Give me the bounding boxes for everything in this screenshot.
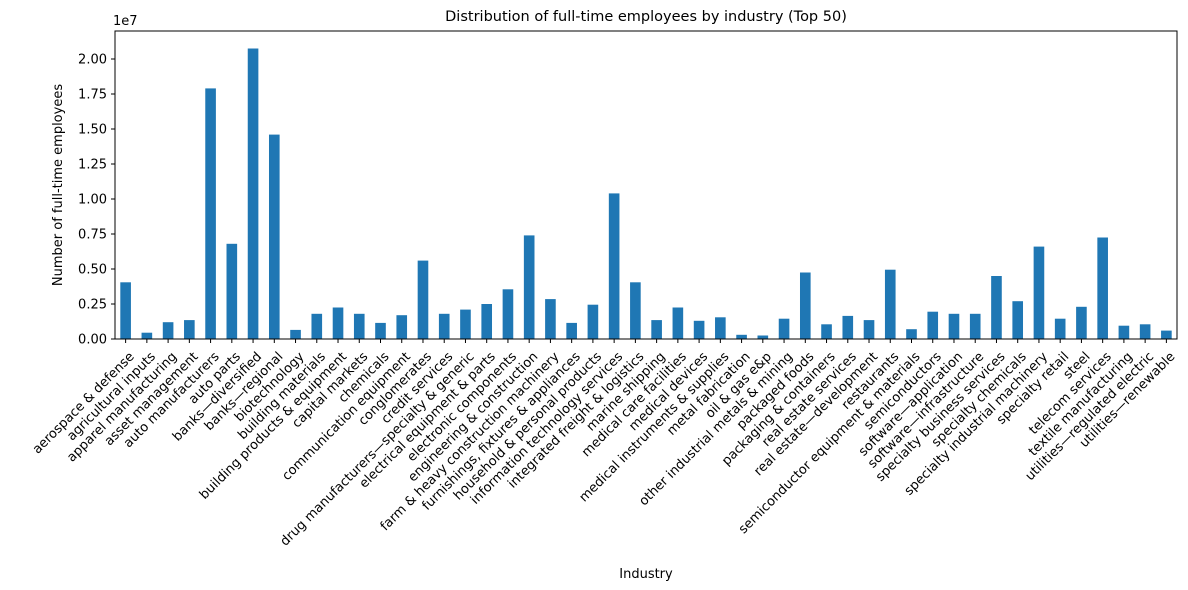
bar (693, 320, 705, 339)
y-tick-label: 1.50 (78, 123, 107, 138)
bar (863, 320, 875, 339)
bar (757, 335, 769, 339)
bar (481, 304, 493, 339)
bar (1118, 325, 1130, 339)
bar (502, 289, 514, 339)
bar (332, 307, 344, 339)
y-tick-label: 0.25 (78, 298, 107, 313)
y-tick-label: 2.00 (78, 53, 107, 68)
bar (1054, 318, 1066, 339)
bar (927, 311, 939, 339)
bar (651, 320, 662, 339)
bar (587, 304, 599, 339)
bar (608, 193, 620, 339)
bar (290, 329, 301, 339)
bar (991, 276, 1002, 339)
bar (1097, 237, 1108, 339)
bar (226, 243, 238, 339)
bar (523, 235, 535, 339)
y-tick-label: 1.75 (78, 88, 107, 103)
bar (205, 88, 216, 340)
bar (120, 282, 131, 339)
bar (247, 48, 259, 339)
bar (566, 322, 577, 339)
bar (184, 320, 195, 339)
bar (672, 307, 684, 339)
bar (1012, 301, 1024, 339)
y-tick-label: 0.50 (78, 263, 107, 278)
y-axis-offset-label: 1e7 (113, 14, 138, 29)
bar (715, 317, 726, 339)
bar (906, 329, 917, 339)
bar (353, 313, 365, 339)
bar (438, 313, 450, 339)
bar (268, 134, 280, 339)
bar (778, 318, 790, 339)
bar (460, 309, 471, 339)
bar (1161, 330, 1172, 339)
bar (842, 315, 854, 339)
y-tick-label: 0.75 (78, 228, 107, 243)
y-tick-label: 0.00 (78, 333, 107, 348)
bar (884, 269, 896, 339)
y-axis: 0.00 0.25 0.50 0.75 1.00 1.25 1.50 1.75 2.00 (78, 53, 115, 348)
bar (969, 313, 981, 339)
bar (141, 332, 153, 339)
bars-group (120, 48, 1172, 340)
bar (1139, 324, 1151, 339)
bar (1076, 306, 1087, 339)
bar (1033, 246, 1045, 339)
bar (375, 322, 386, 339)
bar (821, 324, 832, 339)
bar (417, 260, 429, 339)
bar (545, 299, 556, 339)
bar (630, 282, 641, 339)
chart-title: Distribution of full-time employees by i… (445, 9, 847, 25)
y-tick-label: 1.00 (78, 193, 107, 208)
bar (162, 322, 174, 339)
y-axis-label: Number of full-time employees (51, 84, 66, 286)
bar (311, 313, 323, 339)
plot-frame (114, 30, 1178, 340)
bar (396, 315, 408, 339)
bar (736, 334, 747, 339)
bar (799, 272, 811, 339)
bar (948, 313, 960, 339)
x-axis-label: Industry (619, 567, 673, 582)
y-tick-label: 1.25 (78, 158, 107, 173)
